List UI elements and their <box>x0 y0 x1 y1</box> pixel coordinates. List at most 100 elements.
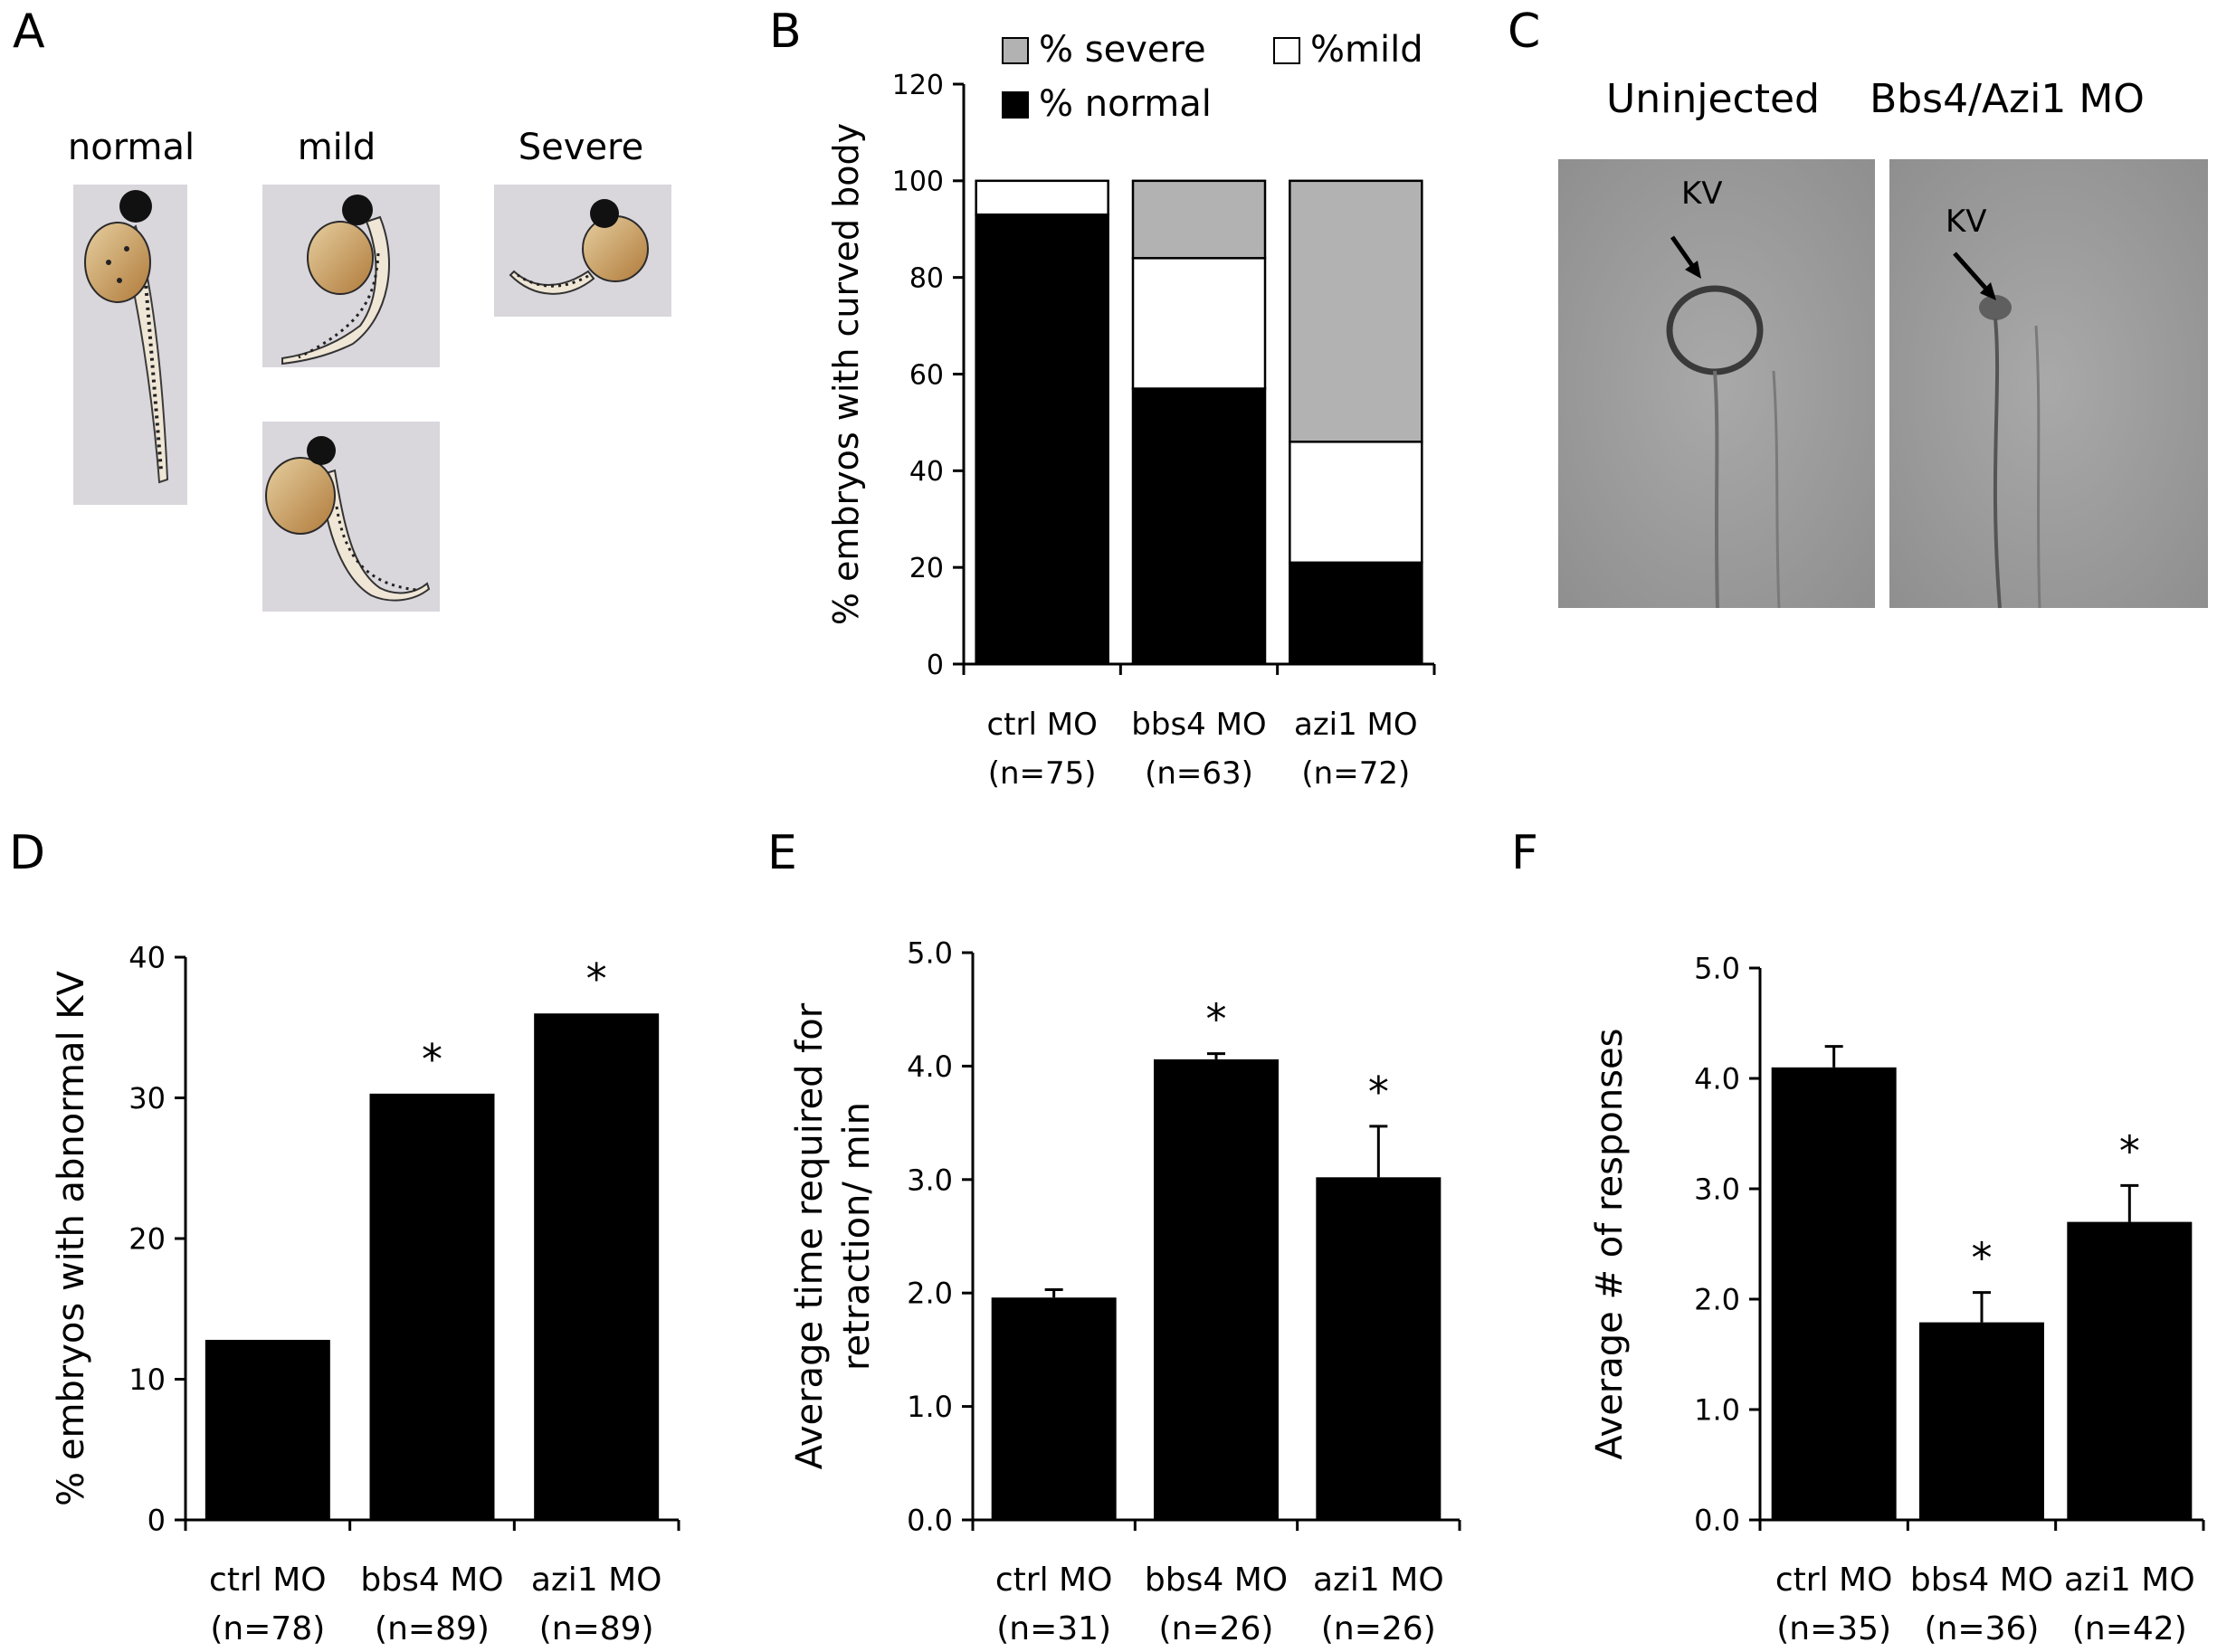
y-tick-label: 120 <box>892 70 944 101</box>
arrow-head-icon <box>1685 261 1701 279</box>
bar <box>2067 1221 2193 1520</box>
chart-d: D 0 10 20 30 40 % embryos with abnormal KV ctrl… <box>9 826 680 1647</box>
y-tick-label: 20 <box>909 553 944 584</box>
legend-swatch-normal <box>1002 91 1029 119</box>
significance-marker: * <box>2119 1126 2140 1175</box>
sample-size-label: (n=63) <box>1145 755 1253 792</box>
panel-letter-b: B <box>769 5 802 59</box>
panel-a: A normal mild Severe <box>13 5 671 612</box>
significance-marker: * <box>1206 995 1227 1044</box>
legend-swatch-mild <box>1273 37 1300 64</box>
sample-size-label: (n=26) <box>1159 1610 1274 1647</box>
embryo-photo-mild-2 <box>262 422 440 612</box>
x-tick-label: azi1 MO <box>531 1562 662 1599</box>
micrograph-uninjected: KV <box>1558 159 1875 609</box>
y-tick-label: 60 <box>909 359 944 391</box>
bar <box>1154 1059 1279 1520</box>
label-normal: normal <box>68 127 195 168</box>
y-axis-label: Average time required for <box>789 1002 831 1469</box>
x-tick-label: azi1 MO <box>2064 1562 2195 1599</box>
significance-marker: * <box>1972 1234 1993 1283</box>
y-tick-label: 0.0 <box>1694 1504 1740 1538</box>
panel-letter-c: C <box>1508 5 1540 59</box>
sample-size-label: (n=75) <box>988 755 1097 792</box>
label-morphant: Bbs4/Azi1 MO <box>1870 76 2145 122</box>
significance-marker: * <box>422 1035 442 1084</box>
y-tick-label: 3.0 <box>1694 1173 1740 1207</box>
sample-size-label: (n=31) <box>996 1610 1111 1647</box>
y-tick-label: 5.0 <box>907 936 953 971</box>
panel-letter-e: E <box>767 826 797 880</box>
bar-segment-severe <box>1131 179 1267 260</box>
x-tick-label: ctrl MO <box>209 1562 327 1599</box>
x-tick-label: azi1 MO <box>1313 1562 1444 1599</box>
bar <box>534 1013 660 1520</box>
kv-label-uninjected: KV <box>1681 176 1723 212</box>
y-tick-label: 4.0 <box>907 1049 953 1084</box>
micrograph-morphant: KV <box>1889 159 2208 609</box>
sample-size-label: (n=42) <box>2072 1610 2187 1647</box>
legend-swatch-severe <box>1002 37 1029 64</box>
panel-letter-d: D <box>9 826 45 880</box>
bar <box>1316 1177 1442 1520</box>
chart-b: B 0 20 40 60 80 100 120 % embryos with curved bo… <box>769 5 1436 792</box>
embryo-photo-severe <box>494 185 671 317</box>
y-tick-label: 1.0 <box>1694 1393 1740 1428</box>
embryo-photo-normal <box>73 185 187 505</box>
legend-label-normal: % normal <box>1039 83 1212 125</box>
y-tick-label: 2.0 <box>1694 1283 1740 1317</box>
y-axis-label: Average # of responses <box>1589 1029 1631 1460</box>
embryo-photo-mild-1 <box>262 185 440 367</box>
sample-size-label: (n=78) <box>210 1610 325 1647</box>
x-tick-label: bbs4 MO <box>1131 707 1266 743</box>
y-tick-label: 30 <box>128 1081 166 1116</box>
sample-size-label: (n=35) <box>1776 1610 1891 1647</box>
sample-size-label: (n=36) <box>1925 1610 2040 1647</box>
arrow-head-icon <box>1980 282 1996 300</box>
y-tick-label: 0 <box>927 650 944 681</box>
y-tick-label: 0 <box>147 1504 166 1538</box>
y-axis-label: retraction/ min <box>836 1102 878 1371</box>
bar-segment-severe <box>1289 179 1423 443</box>
bar <box>1771 1067 1897 1520</box>
panel-c: C Uninjected Bbs4/Azi1 MO KV KV <box>1508 5 2208 609</box>
significance-marker: * <box>1368 1068 1389 1116</box>
sample-size-label: (n=89) <box>539 1610 654 1647</box>
y-tick-label: 100 <box>892 166 944 198</box>
y-tick-label: 2.0 <box>907 1277 953 1311</box>
bar-segment-normal <box>975 213 1109 666</box>
sample-size-label: (n=89) <box>375 1610 490 1647</box>
y-tick-label: 10 <box>128 1362 166 1397</box>
y-tick-label: 5.0 <box>1694 952 1740 986</box>
bar-segment-normal <box>1131 387 1267 666</box>
panel-letter-f: F <box>1511 826 1538 880</box>
chart-e: E 0.0 1.0 2.0 3.0 4.0 5.0 Average time required… <box>767 826 1461 1647</box>
y-tick-label: 80 <box>909 262 944 294</box>
x-tick-label: bbs4 MO <box>1145 1562 1288 1599</box>
y-axis-label: % embryos with abnormal KV <box>51 970 92 1505</box>
bar-segment-mild <box>1289 441 1423 565</box>
legend-label-mild: %mild <box>1310 29 1423 71</box>
y-tick-label: 1.0 <box>907 1390 953 1424</box>
sample-size-label: (n=26) <box>1321 1610 1436 1647</box>
label-uninjected: Uninjected <box>1606 76 1820 122</box>
sample-size-label: (n=72) <box>1301 755 1410 792</box>
y-tick-label: 40 <box>128 941 166 975</box>
y-tick-label: 0.0 <box>907 1504 953 1538</box>
y-tick-label: 20 <box>128 1222 166 1257</box>
label-mild: mild <box>298 127 376 168</box>
chart-f: F 0.0 1.0 2.0 3.0 4.0 5.0 Average # of response… <box>1511 826 2205 1647</box>
kv-label-morphant: KV <box>1946 204 1987 240</box>
arrow-icon <box>1953 252 1993 296</box>
bar <box>1919 1322 2044 1520</box>
x-tick-label: bbs4 MO <box>360 1562 503 1599</box>
bar <box>369 1093 495 1520</box>
bar <box>205 1339 330 1520</box>
y-tick-label: 4.0 <box>1694 1062 1740 1097</box>
x-tick-label: ctrl MO <box>995 1562 1113 1599</box>
x-tick-label: azi1 MO <box>1294 707 1418 743</box>
bar-segment-mild <box>1131 257 1267 390</box>
panel-letter-a: A <box>13 5 45 59</box>
y-tick-label: 40 <box>909 456 944 488</box>
